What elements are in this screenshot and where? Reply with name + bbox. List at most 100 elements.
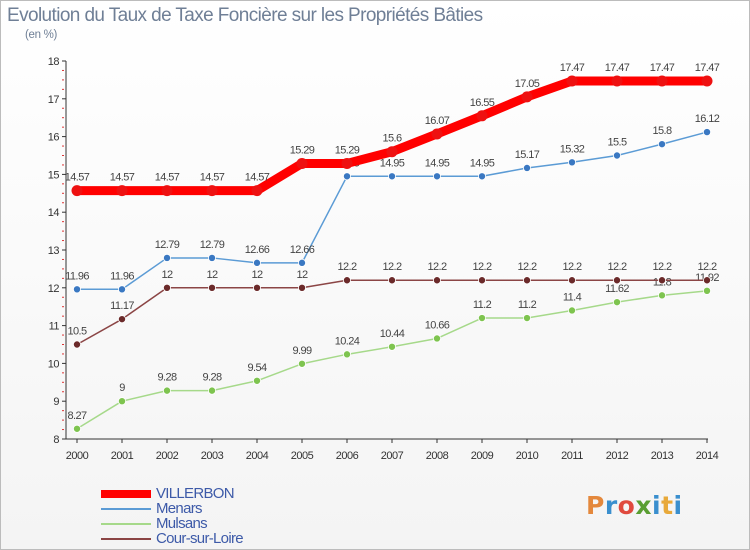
data-point-mulsans [703,286,712,295]
data-point-cour-sur-loire [387,276,396,285]
data-point-mulsans [297,359,306,368]
data-label-menars: 15.5 [607,137,626,149]
data-point-menars [703,128,712,137]
legend-label-cour-sur-loire: Cour-sur-Loire [156,530,244,547]
data-label-menars: 14.95 [425,157,450,169]
data-label-menars: 15.17 [515,149,540,161]
data-point-mulsans [477,314,486,323]
x-tick-label: 2002 [156,450,179,462]
data-label-menars: 11.96 [65,270,89,282]
data-point-cour-sur-loire [342,276,351,285]
data-label-villerbon: 17.05 [515,78,540,90]
data-label-cour-sur-loire: 10.5 [67,326,86,338]
data-label-menars: 16.12 [695,113,720,125]
data-point-villerbon [296,157,308,169]
data-label-menars: 15.8 [652,125,671,137]
data-point-mulsans [523,314,532,323]
x-tick-label: 2003 [201,450,224,462]
data-label-menars: 12.79 [200,239,225,251]
data-point-mulsans [342,350,351,359]
data-point-villerbon [521,91,533,103]
data-point-mulsans [118,397,127,406]
data-point-cour-sur-loire [477,276,486,285]
data-point-menars [252,258,261,267]
proxiti-logo: Proxiti [586,491,683,520]
data-point-menars [118,285,127,294]
data-point-mulsans [658,291,667,300]
data-point-cour-sur-loire [658,276,667,285]
data-label-cour-sur-loire: 12.2 [337,261,356,273]
data-label-villerbon: 17.47 [650,62,675,74]
y-tick-label: 8 [53,434,59,446]
data-point-villerbon [251,185,263,197]
legend-swatch-mulsans [101,523,151,525]
legend-label-villerbon: VILLERBON [156,485,235,502]
data-point-villerbon [476,110,488,122]
data-point-cour-sur-loire [73,340,82,349]
data-point-mulsans [73,424,82,433]
data-point-villerbon [341,157,353,169]
data-label-cour-sur-loire: 12.2 [562,261,581,273]
data-label-villerbon: 15.29 [335,144,360,156]
y-tick-label: 9 [53,396,59,408]
data-point-cour-sur-loire [703,276,712,285]
data-label-mulsans: 8.27 [67,410,86,422]
data-point-villerbon [611,75,623,87]
data-label-villerbon: 17.47 [560,62,585,74]
y-tick-label: 16 [48,132,60,144]
data-label-cour-sur-loire: 12 [161,269,173,281]
data-label-mulsans: 9.28 [202,372,221,384]
data-point-villerbon [701,75,713,87]
data-point-villerbon [386,146,398,158]
y-tick-label: 15 [48,169,60,181]
x-tick-label: 2006 [336,450,359,462]
data-label-menars: 14.95 [380,157,405,169]
data-label-mulsans: 11.62 [605,283,629,295]
data-label-cour-sur-loire: 12 [206,269,218,281]
data-point-menars [658,140,667,149]
data-label-villerbon: 16.55 [470,97,495,109]
data-point-mulsans [387,342,396,351]
legend-label-mulsans: Mulsans [156,515,208,532]
data-point-villerbon [116,185,128,197]
data-label-menars: 12.66 [245,244,270,256]
y-tick-label: 17 [48,94,60,106]
data-label-mulsans: 9.28 [157,372,176,384]
chart-subtitle: (en %) [25,29,58,41]
data-label-cour-sur-loire: 12.2 [652,261,671,273]
chart-title: Evolution du Taux de Taxe Foncière sur l… [7,5,483,26]
data-label-mulsans: 11.4 [563,291,582,303]
y-tick-label: 10 [48,358,60,370]
data-label-mulsans: 10.24 [335,335,360,347]
data-label-cour-sur-loire: 12.2 [472,261,491,273]
data-point-menars [477,172,486,181]
data-label-villerbon: 14.57 [65,172,90,184]
data-point-mulsans [568,306,577,315]
data-point-cour-sur-loire [118,315,127,324]
y-tick-label: 18 [48,56,60,68]
data-label-villerbon: 17.47 [605,62,630,74]
x-tick-label: 2012 [606,450,629,462]
data-point-cour-sur-loire [523,276,532,285]
legend-swatch-cour-sur-loire [101,538,151,540]
legend-swatch-villerbon [101,490,151,498]
data-label-mulsans: 9.99 [292,345,311,357]
data-label-villerbon: 14.57 [110,172,135,184]
data-label-menars: 15.32 [560,143,585,155]
data-point-villerbon [431,128,443,140]
x-tick-label: 2014 [696,450,719,462]
data-label-cour-sur-loire: 12 [251,269,263,281]
data-label-mulsans: 9 [119,382,125,394]
data-point-cour-sur-loire [432,276,441,285]
data-point-cour-sur-loire [252,283,261,292]
x-tick-label: 2001 [111,450,134,462]
data-label-mulsans: 10.66 [425,319,450,331]
x-tick-label: 2011 [561,450,583,462]
data-point-menars [613,151,622,160]
data-point-cour-sur-loire [207,283,216,292]
data-label-mulsans: 10.44 [380,328,405,340]
data-point-villerbon [656,75,668,87]
data-label-menars: 11.96 [110,270,134,282]
